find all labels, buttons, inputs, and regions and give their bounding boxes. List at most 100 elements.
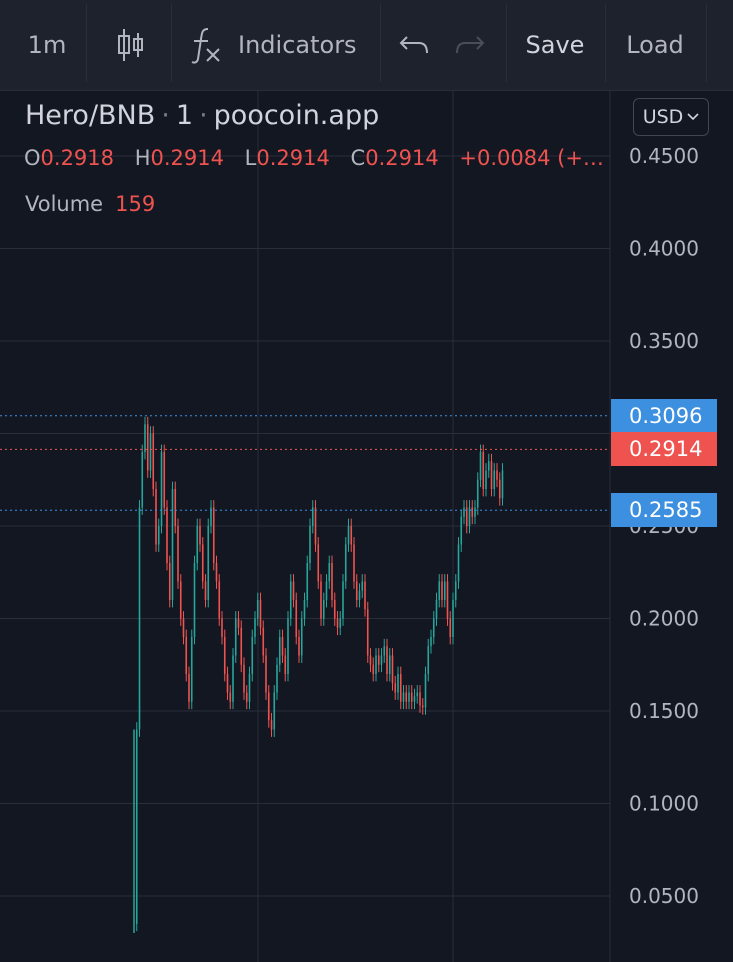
candle-body [179, 581, 182, 619]
candle-body [408, 692, 410, 702]
candle-body [443, 581, 446, 600]
candle-body [339, 618, 342, 628]
high-value: 0.2914 [150, 146, 224, 170]
candle-body [493, 470, 496, 489]
interval-label: 1m [27, 31, 67, 59]
candle-body [424, 674, 427, 708]
candle-body [454, 581, 457, 600]
candle-body [146, 424, 149, 471]
candle-body [328, 563, 331, 582]
candle-body [265, 655, 267, 693]
candle-body [193, 563, 196, 637]
y-tick-label: 0.2000 [629, 607, 699, 631]
undo-button[interactable] [392, 0, 436, 90]
volume-label: Volume [25, 192, 104, 216]
candle-body [306, 563, 309, 600]
load-button[interactable]: Load [612, 0, 698, 90]
toolbar-divider [605, 4, 606, 82]
redo-button[interactable] [448, 0, 492, 90]
candle-body [218, 581, 221, 619]
y-tick-label: 0.4500 [629, 144, 699, 168]
chart-toolbar: 1m Indicators Save [0, 0, 733, 91]
indicators-label: Indicators [238, 31, 357, 59]
currency-label: USD [642, 106, 684, 128]
candle-body [144, 424, 146, 452]
candle-body [383, 646, 386, 656]
candle-body [223, 637, 226, 674]
candle-body [245, 692, 248, 702]
candle-body [375, 655, 377, 674]
candle-body [435, 600, 438, 619]
close-value: 0.2914 [365, 146, 439, 170]
candle-body [479, 452, 482, 480]
candle-body [141, 452, 144, 508]
candle-body [251, 637, 254, 674]
candle-body [240, 627, 243, 665]
candle-body [496, 470, 498, 480]
candle-body [292, 581, 295, 600]
candle-body [397, 674, 399, 693]
candle-body [287, 618, 289, 674]
candle-body [267, 692, 270, 721]
candle-body [366, 609, 369, 656]
candle-body [207, 526, 210, 600]
price-tag: 0.3096 [611, 398, 717, 433]
candle-body [465, 507, 468, 526]
interval-button[interactable]: 1m [14, 0, 80, 90]
candle-body [372, 664, 375, 674]
candle-body [273, 692, 276, 730]
candle-body [364, 581, 366, 610]
candle-body [232, 655, 234, 702]
chart-type-button[interactable] [96, 0, 166, 90]
indicators-button[interactable]: Indicators [180, 0, 372, 90]
candlestick-series [133, 416, 504, 933]
close-label: C [350, 146, 366, 170]
currency-button[interactable]: USD [633, 98, 709, 136]
candle-body [336, 618, 339, 628]
candle-body [204, 581, 207, 600]
candle-body [468, 507, 471, 526]
candle-body [485, 470, 487, 489]
candle-body [405, 692, 408, 702]
volume-legend: Volume 159 [25, 192, 155, 216]
candle-body [410, 692, 413, 702]
y-tick-label: 0.3500 [629, 329, 699, 353]
candle-body [380, 655, 383, 665]
candle-body [386, 646, 388, 674]
candle-body [432, 618, 435, 637]
high-label: H [134, 146, 151, 170]
candle-body [438, 581, 441, 600]
candle-body [135, 729, 138, 924]
symbol-pair: Hero/BNB [25, 100, 156, 131]
open-value: 0.2918 [40, 146, 115, 170]
chevron-down-icon [687, 113, 699, 121]
candle-body [501, 470, 504, 499]
candle-body [452, 600, 454, 637]
candle-body [325, 581, 328, 600]
save-button[interactable]: Save [512, 0, 598, 90]
candle-body [160, 452, 163, 526]
candle-body [155, 489, 157, 545]
candle-body [262, 627, 265, 656]
candle-body [419, 692, 421, 706]
candle-body [311, 507, 314, 526]
candle-body [474, 507, 476, 517]
low-value: 0.2914 [256, 146, 330, 170]
candle-body [350, 526, 353, 545]
candle-body [320, 581, 322, 619]
candle-body [482, 452, 485, 489]
candle-body [256, 600, 259, 619]
candle-body [342, 581, 344, 619]
change-value: +0.0084 (+… [459, 146, 604, 170]
candle-body [353, 544, 355, 582]
candle-body [358, 590, 361, 600]
candle-body [333, 600, 336, 619]
candle-body [196, 526, 199, 563]
candle-body [237, 618, 240, 628]
symbol-legend[interactable]: Hero/BNB · 1 · poocoin.app [25, 100, 379, 131]
candle-body [166, 507, 168, 563]
candle-body [259, 600, 262, 628]
candle-body [322, 600, 325, 619]
candle-body [388, 655, 391, 674]
